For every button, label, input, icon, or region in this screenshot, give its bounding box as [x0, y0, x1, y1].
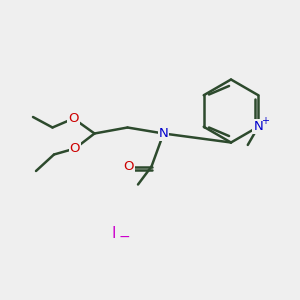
Text: +: +: [261, 116, 269, 126]
Text: O: O: [70, 142, 80, 155]
Text: I: I: [112, 226, 116, 242]
Text: −: −: [119, 230, 130, 244]
Text: N: N: [254, 120, 263, 133]
Text: O: O: [68, 112, 79, 125]
Text: O: O: [124, 160, 134, 173]
Text: N: N: [159, 127, 168, 140]
